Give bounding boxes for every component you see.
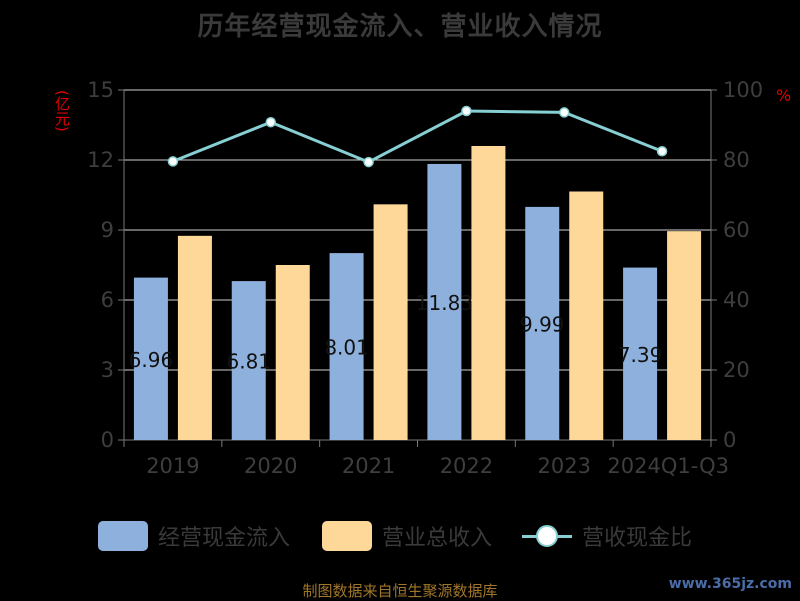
bar-cash-inflow bbox=[427, 163, 462, 440]
y-left-tick-label: 15 bbox=[87, 78, 114, 102]
y-right-tick-label: 60 bbox=[723, 218, 750, 242]
y-left-tick-label: 12 bbox=[87, 148, 114, 172]
legend-line-ratio-icon bbox=[522, 521, 572, 551]
y-right-tick-label: 0 bbox=[723, 428, 736, 452]
y-left-tick-label: 9 bbox=[101, 218, 114, 242]
bar-revenue bbox=[177, 235, 212, 440]
left-axis-unit: (亿元) bbox=[53, 90, 71, 132]
y-left-tick-label: 6 bbox=[101, 288, 114, 312]
bar-cash-inflow bbox=[231, 281, 266, 440]
line-ratio bbox=[172, 109, 663, 164]
legend-item-revenue[interactable]: 营业总收入 bbox=[322, 518, 492, 554]
y-right-tick-label: 20 bbox=[723, 358, 750, 382]
source-note: 制图数据来自恒生聚源数据库 bbox=[302, 582, 498, 600]
right-axis-unit: % bbox=[776, 86, 792, 105]
bar-revenue bbox=[471, 146, 506, 440]
legend: 经营现金流入 营业总收入 营收现金比 bbox=[0, 518, 800, 554]
bar-cash-inflow bbox=[329, 253, 364, 440]
legend-label-ratio: 营收现金比 bbox=[582, 526, 693, 551]
x-tick-label: 2022 bbox=[440, 454, 493, 478]
point-ratio bbox=[559, 107, 570, 118]
point-ratio bbox=[461, 105, 472, 117]
y-right-tick-label: 80 bbox=[723, 148, 750, 172]
bar-revenue bbox=[275, 265, 310, 440]
x-tick-label: 2019 bbox=[146, 454, 199, 478]
data-label-cash-inflow: 8.01 bbox=[324, 336, 369, 360]
x-tick-label: 2024Q1-Q3 bbox=[607, 454, 729, 478]
legend-label-cash-inflow: 经营现金流入 bbox=[158, 526, 291, 551]
watermark: www.365jz.com bbox=[668, 576, 792, 592]
bar-revenue bbox=[373, 204, 408, 440]
y-left-tick-label: 0 bbox=[101, 428, 114, 452]
data-label-cash-inflow: 6.81 bbox=[226, 350, 271, 374]
bar-cash-inflow bbox=[525, 206, 560, 440]
x-tick-label: 2021 bbox=[342, 454, 395, 478]
chart-title: 历年经营现金流入、营业收入情况 bbox=[197, 12, 603, 42]
data-label-cash-inflow: 9.99 bbox=[520, 312, 565, 336]
legend-swatch-cash-inflow bbox=[98, 521, 148, 551]
data-label-cash-inflow: 7.39 bbox=[618, 343, 663, 367]
data-label-cash-inflow: 11.83 bbox=[416, 291, 473, 315]
legend-swatch-revenue bbox=[322, 521, 372, 551]
data-label-cash-inflow: 6.96 bbox=[129, 348, 174, 372]
bar-revenue bbox=[569, 191, 604, 440]
x-tick-label: 2020 bbox=[244, 454, 297, 478]
legend-item-cash-inflow[interactable]: 经营现金流入 bbox=[98, 518, 290, 554]
y-left-tick-label: 3 bbox=[101, 358, 114, 382]
point-ratio bbox=[656, 146, 668, 157]
legend-item-ratio[interactable]: 营收现金比 bbox=[522, 518, 692, 554]
y-right-tick-label: 40 bbox=[723, 288, 750, 312]
point-ratio bbox=[265, 116, 276, 128]
x-tick-label: 2023 bbox=[538, 454, 591, 478]
y-right-tick-label: 100 bbox=[723, 78, 763, 102]
bar-cash-inflow bbox=[623, 267, 658, 440]
point-ratio bbox=[363, 156, 374, 168]
bar-cash-inflow bbox=[133, 277, 168, 440]
bar-revenue bbox=[667, 231, 702, 440]
point-ratio bbox=[167, 156, 179, 167]
legend-label-revenue: 营业总收入 bbox=[382, 526, 493, 551]
